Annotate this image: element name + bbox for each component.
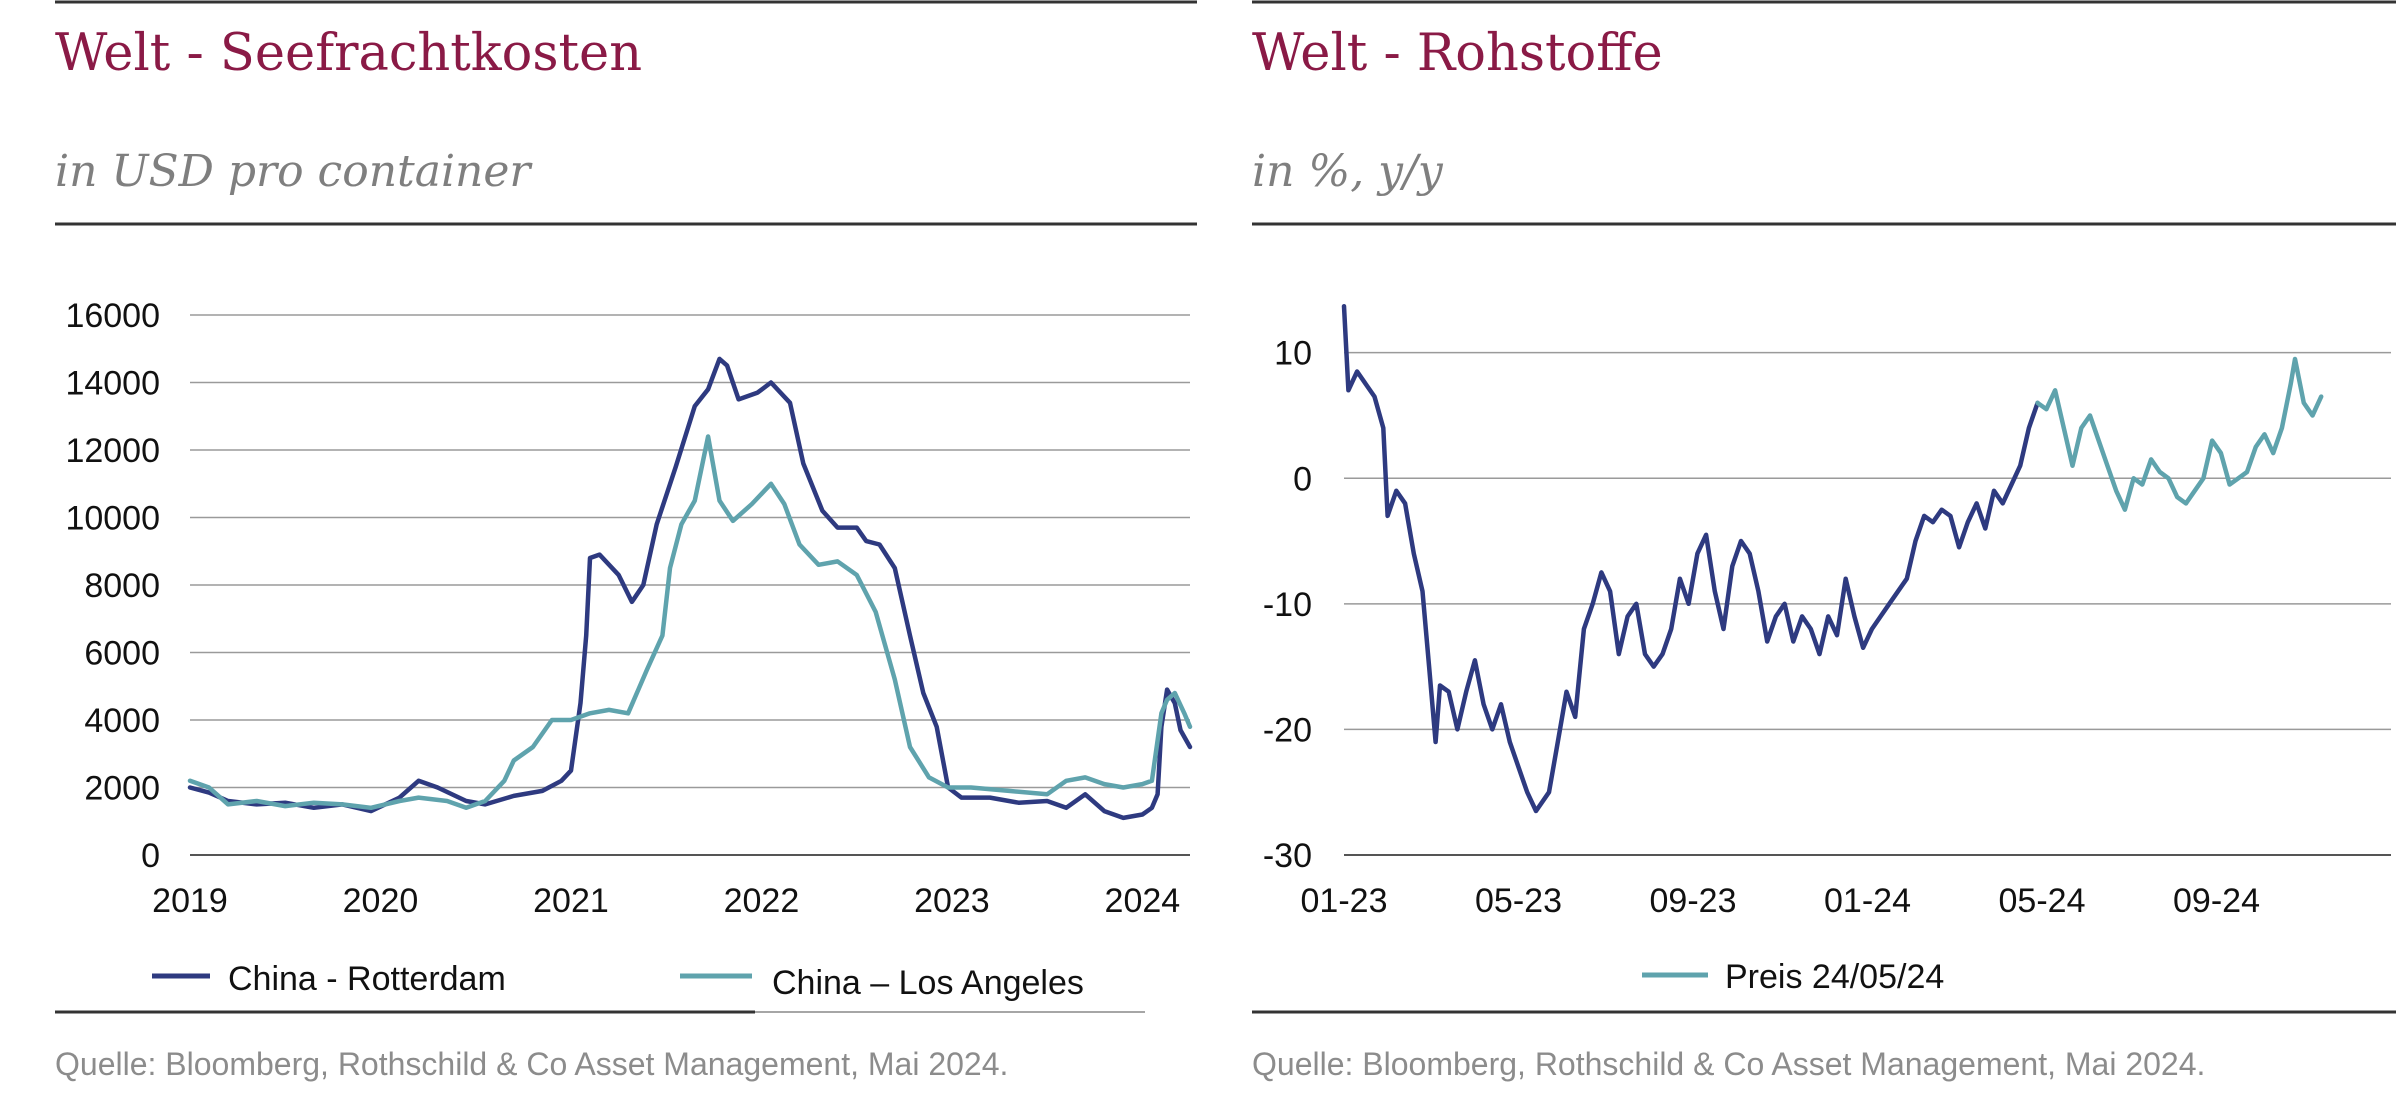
right-x-ticks: 01-23 05-23 09-23 01-24 05-24 09-24	[1301, 882, 2260, 920]
left-x-tick-2022: 2022	[724, 882, 800, 920]
right-y-tick-20: -20	[1263, 711, 1312, 749]
legend-label-china-rotterdam: China - Rotterdam	[228, 960, 506, 998]
right-grid	[1344, 351, 2391, 856]
left-y-tick-8000: 8000	[84, 567, 160, 605]
right-x-tick-09-23: 09-23	[1650, 882, 1737, 920]
left-x-tick-2020: 2020	[343, 882, 419, 920]
left-series	[187, 356, 1193, 821]
right-x-tick-09-24: 09-24	[2173, 882, 2260, 920]
left-legend: China - Rotterdam China – Los Angeles	[152, 960, 1145, 1013]
right-y-tick-0: 0	[1293, 460, 1312, 498]
right-legend: Preis 24/05/24	[1642, 958, 1944, 996]
right-x-tick-01-23: 01-23	[1301, 882, 1388, 920]
left-x-tick-2019: 2019	[152, 882, 228, 920]
right-chart-title: Welt - Rohstoffe	[1252, 24, 1663, 83]
left-y-tick-10000: 10000	[65, 500, 160, 538]
left-chart-title: Welt - Seefrachtkosten	[55, 24, 642, 83]
left-x-tick-2021: 2021	[533, 882, 609, 920]
left-series-line-china-los-angeles	[187, 434, 1193, 811]
right-y-ticks: -30 -20 -10 0 10	[1263, 335, 1312, 875]
right-y-tick-10: -10	[1263, 586, 1312, 624]
left-y-tick-2000: 2000	[84, 770, 160, 808]
left-y-tick-0: 0	[141, 837, 160, 875]
left-y-tick-14000: 14000	[65, 365, 160, 403]
left-y-tick-4000: 4000	[84, 702, 160, 740]
right-y-tick-30: -30	[1263, 837, 1312, 875]
left-x-tick-2023: 2023	[914, 882, 990, 920]
left-x-ticks: 2019 2020 2021 2022 2023 2024	[152, 882, 1180, 920]
left-chart-subtitle: in USD pro container	[55, 146, 533, 197]
right-series	[1341, 303, 2324, 814]
left-y-tick-6000: 6000	[84, 635, 160, 673]
right-x-tick-05-24: 05-24	[1999, 882, 2086, 920]
left-grid	[190, 314, 1190, 856]
left-source: Quelle: Bloomberg, Rothschild & Co Asset…	[55, 1046, 1008, 1082]
right-source: Quelle: Bloomberg, Rothschild & Co Asset…	[1252, 1046, 2205, 1082]
left-y-ticks: 0 2000 4000 6000 8000 10000 12000 14000 16000	[65, 297, 160, 875]
right-series-line-series-0	[1341, 303, 2040, 814]
right-x-tick-01-24: 01-24	[1824, 882, 1911, 920]
left-y-tick-16000: 16000	[65, 297, 160, 335]
right-x-tick-05-23: 05-23	[1475, 882, 1562, 920]
legend-label-china-los-angeles: China – Los Angeles	[772, 964, 1084, 1002]
right-series-line-preis-24-05-24	[2035, 356, 2324, 512]
left-x-tick-2024: 2024	[1105, 882, 1181, 920]
left-series-line-china-rotterdam	[187, 356, 1193, 821]
left-y-tick-12000: 12000	[65, 432, 160, 470]
right-y-tick-10: 10	[1274, 335, 1312, 373]
legend-label-preis: Preis 24/05/24	[1725, 958, 1944, 996]
right-chart-subtitle: in %, y/y	[1252, 146, 1444, 197]
